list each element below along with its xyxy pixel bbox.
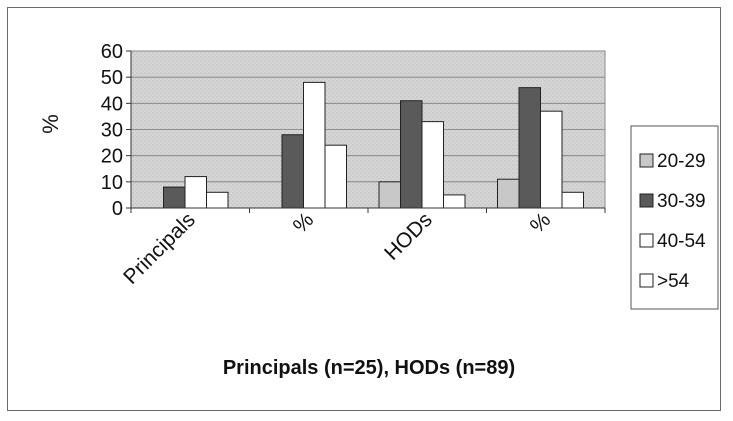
y-axis-label: %: [38, 114, 63, 134]
y-tick-label: 50: [101, 67, 123, 89]
bar: [443, 194, 466, 209]
bar: [561, 191, 584, 209]
bar: [163, 186, 186, 209]
bar: [303, 81, 326, 209]
bar: [378, 181, 401, 209]
y-tick-label: 10: [101, 172, 123, 194]
bar: [518, 87, 541, 209]
legend-label: >54: [657, 271, 690, 292]
legend-label: 30-39: [657, 191, 706, 212]
bar: [421, 121, 444, 209]
y-tick-label: 60: [101, 41, 123, 63]
bar: [400, 100, 423, 209]
legend-label: 20-29: [657, 151, 706, 172]
legend-swatch: [639, 233, 654, 248]
y-tick-label: 0: [112, 198, 123, 220]
bar: [540, 110, 563, 209]
legend-label: 40-54: [657, 231, 706, 252]
bar: [497, 178, 520, 209]
x-axis-ticks: Principals% HODs%: [119, 207, 606, 289]
legend-swatch: [639, 193, 654, 208]
y-tick-label: 40: [101, 93, 123, 115]
y-tick-label: 30: [101, 120, 123, 142]
x-tick-label: HODs: [380, 208, 437, 265]
bar: [184, 176, 207, 209]
legend: 20-29 30-39 40-54 >54: [630, 125, 719, 310]
legend-items: 20-29 30-39 40-54 >54: [639, 151, 706, 292]
bars: [163, 81, 584, 209]
x-axis-label: Principals (n=25), HODs (n=89): [223, 357, 515, 379]
x-tick-label: Principals: [119, 208, 200, 289]
legend-swatch: [639, 273, 654, 288]
legend-swatch: [639, 153, 654, 168]
x-tick-label: %: [289, 208, 318, 237]
y-tick-label: 20: [101, 146, 123, 168]
x-tick-label: %: [526, 208, 555, 237]
bar: [324, 144, 347, 209]
bar: [281, 134, 304, 209]
bar: [206, 191, 229, 209]
y-axis-ticks: 0 10 20 30 40 50 60: [101, 41, 132, 220]
